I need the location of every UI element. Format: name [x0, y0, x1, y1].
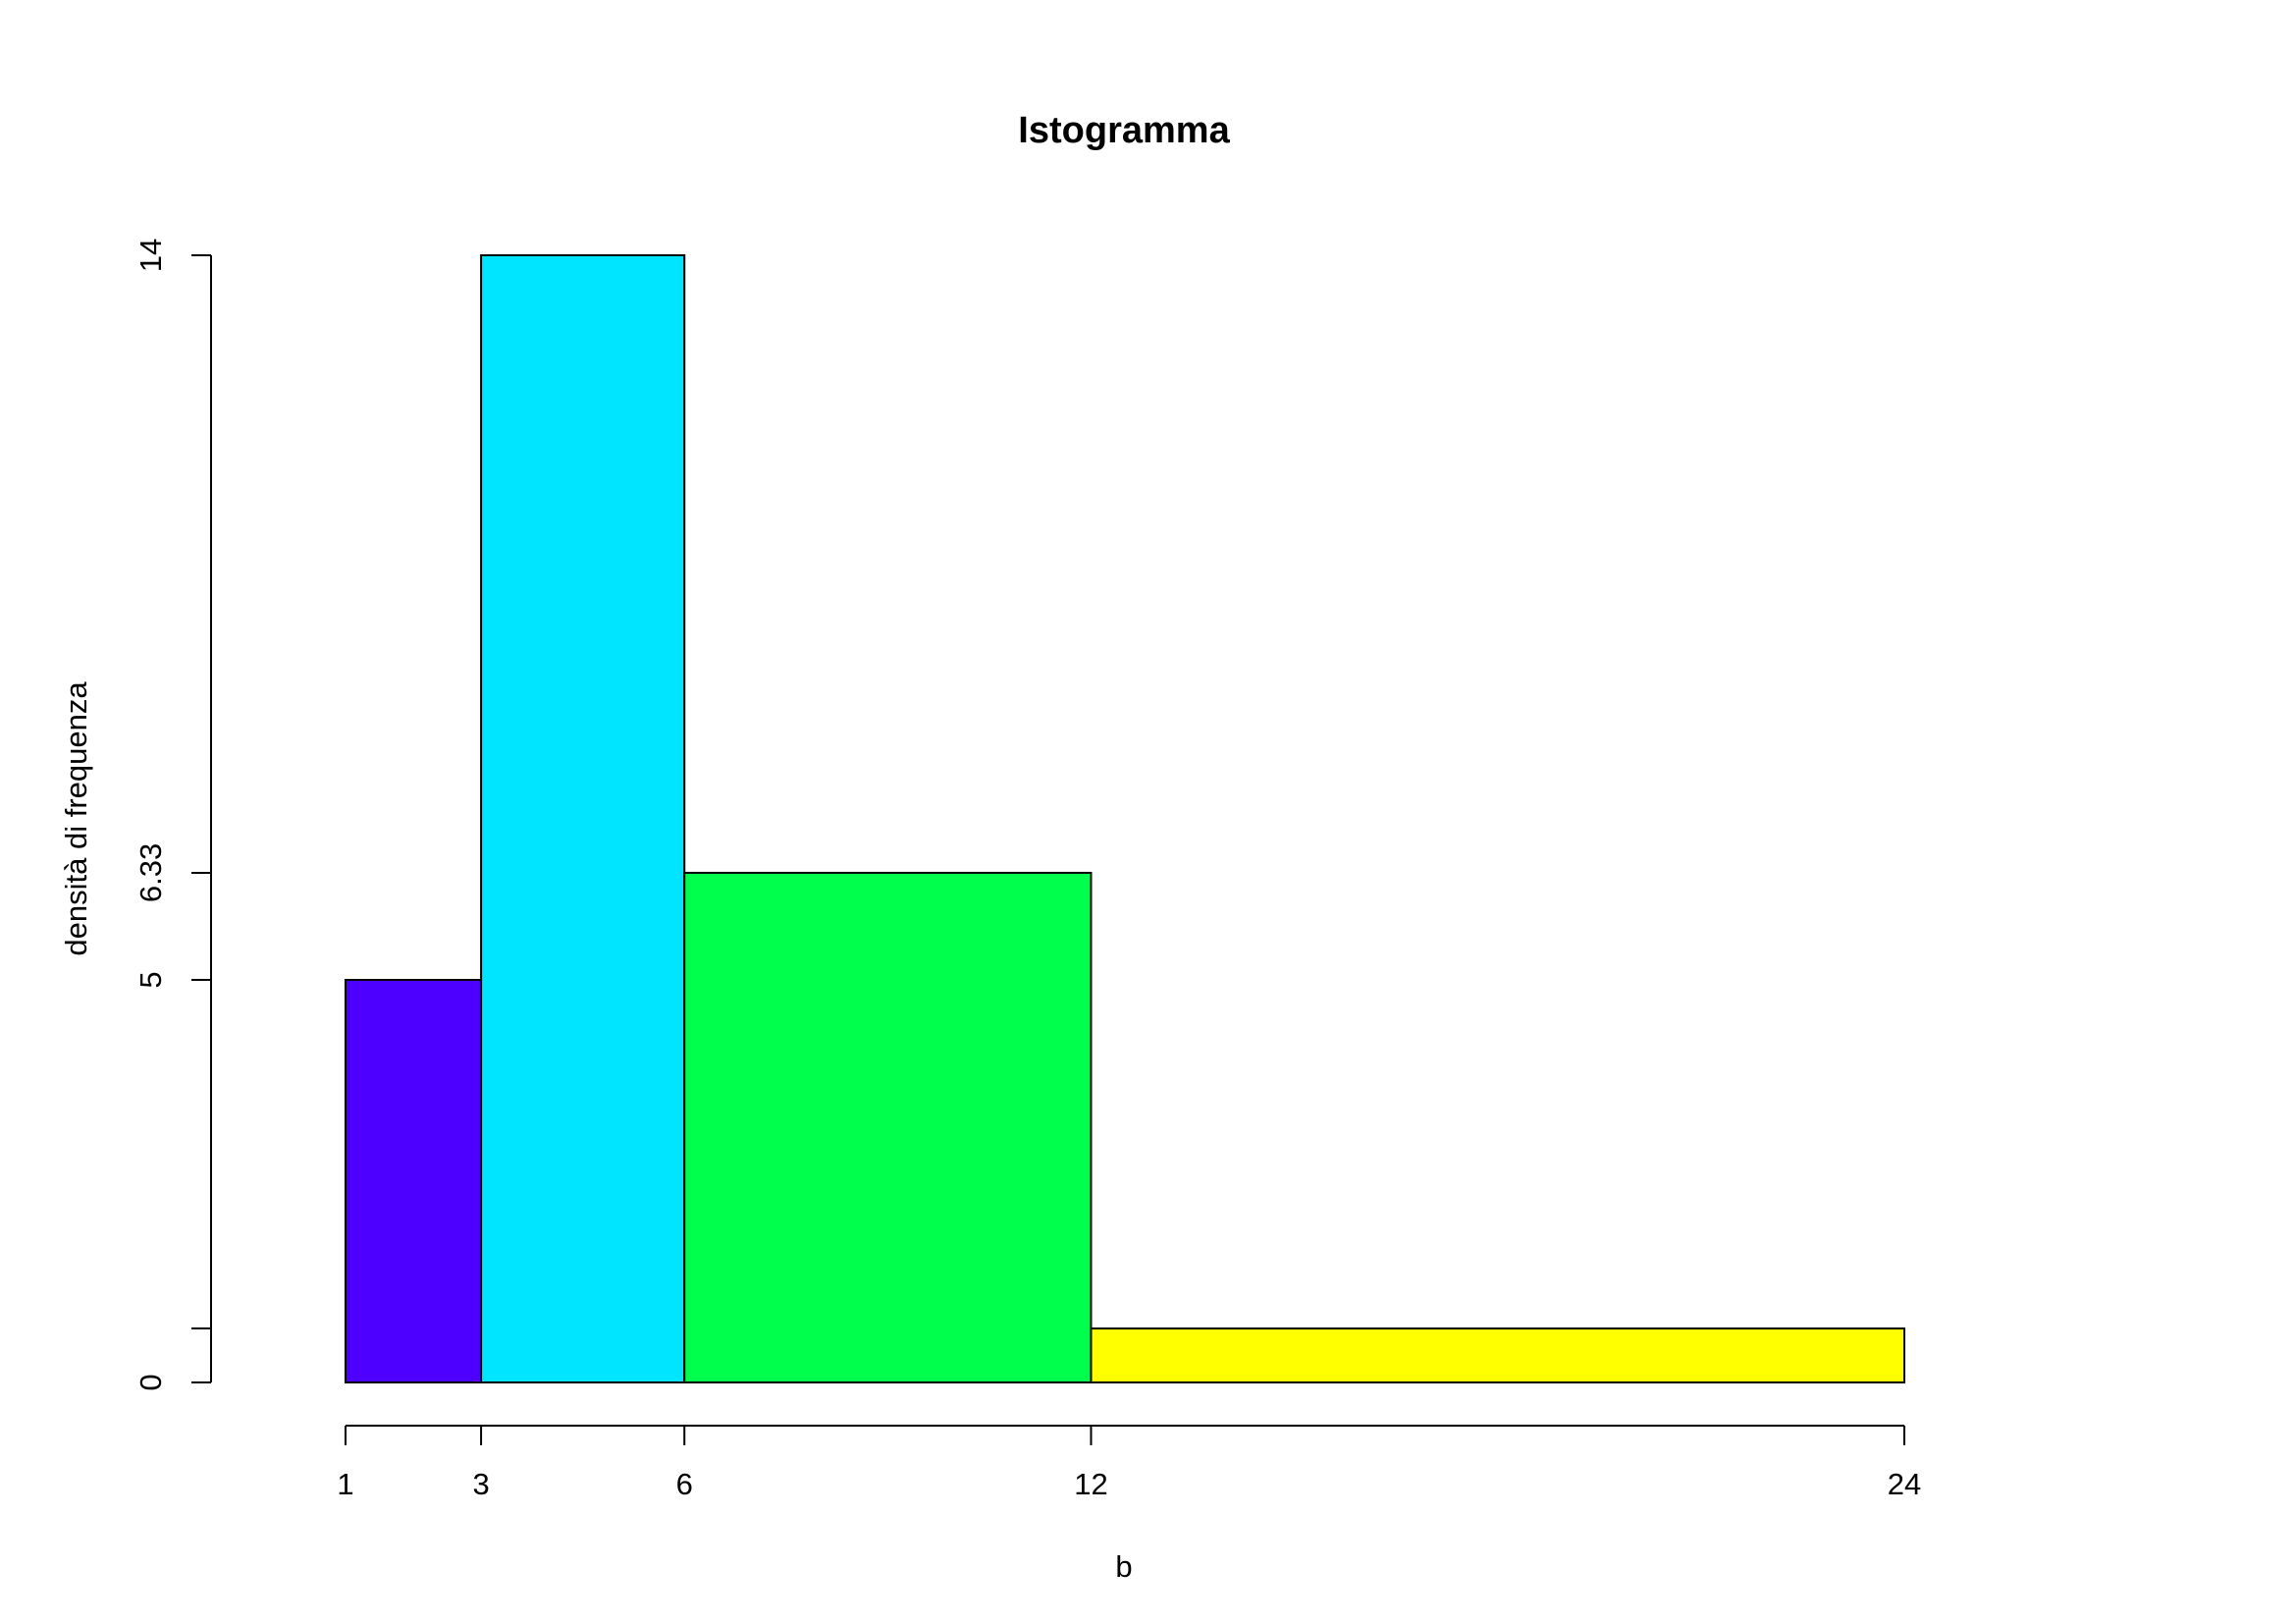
x-tick-label: 12 — [1074, 1467, 1107, 1501]
y-tick-label: 5 — [133, 971, 168, 988]
bar-3 — [1090, 1327, 1905, 1384]
y-axis-label: densità di frequenza — [59, 681, 93, 956]
bar-2 — [683, 871, 1093, 1383]
x-axis: 1 3 6 12 24 — [337, 1425, 1921, 1501]
bar-0 — [345, 979, 483, 1383]
y-axis: 0 5 6.33 14 — [133, 239, 212, 1391]
x-tick-label: 1 — [337, 1467, 353, 1501]
bar-1 — [480, 254, 686, 1383]
x-tick-label: 24 — [1888, 1467, 1921, 1501]
x-tick-label: 6 — [676, 1467, 693, 1501]
x-tick-label: 3 — [472, 1467, 489, 1501]
y-tick-label: 14 — [133, 239, 168, 272]
y-tick-label: 6.33 — [133, 843, 168, 902]
chart-title: Istogramma — [1018, 110, 1230, 151]
x-axis-label: b — [1115, 1549, 1132, 1584]
y-tick-label: 0 — [133, 1374, 168, 1390]
bars-group — [345, 254, 1905, 1384]
